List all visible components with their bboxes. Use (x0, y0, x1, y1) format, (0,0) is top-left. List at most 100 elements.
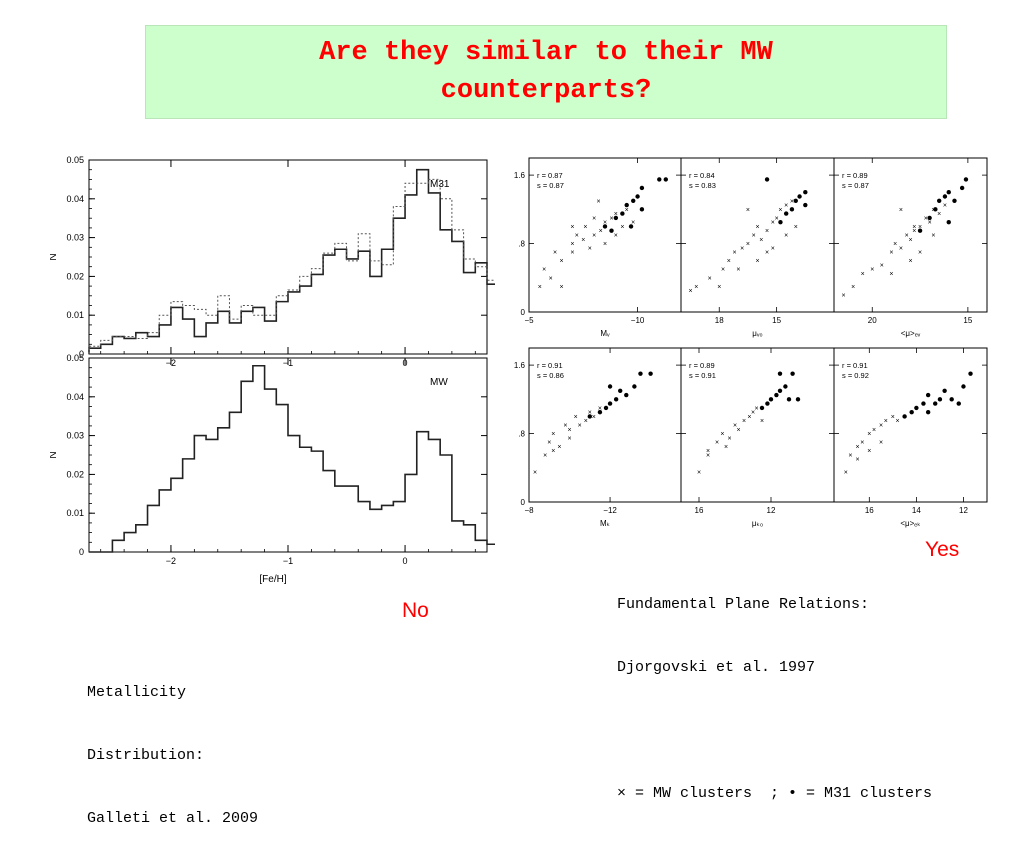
x-axis-label: <μ>ₑᵥ (901, 329, 921, 338)
y-tick-label: .8 (518, 240, 525, 249)
slope-label: s = 0.87 (842, 181, 869, 190)
mw-cluster-point: × (752, 233, 756, 240)
m31-cluster-point (786, 397, 792, 402)
y-axis-label: N (50, 451, 59, 458)
mw-cluster-point: × (861, 271, 865, 278)
mw-cluster-point: × (746, 241, 750, 248)
mw-cluster-point: × (755, 405, 759, 412)
y-tick-label: 0.04 (66, 194, 84, 204)
mw-cluster-point: × (721, 267, 725, 274)
m31-cluster-point (624, 202, 629, 208)
mw-cluster-point: × (937, 211, 941, 218)
m31-cluster-point (961, 384, 966, 389)
mw-cluster-point: × (697, 470, 701, 477)
m31-cluster-point (790, 371, 795, 376)
m31-cluster-point (628, 224, 634, 229)
mw-cluster-point: × (855, 444, 859, 451)
r-value-label: r = 0.87 (537, 171, 563, 180)
mw-cluster-point: × (599, 228, 603, 235)
histogram-series-solid (88, 168, 495, 354)
m31-cluster-point (602, 224, 608, 229)
histogram-panel-m31: 00.010.020.030.040.05−2−10NM31 (50, 155, 495, 368)
m31-cluster-point (607, 384, 613, 389)
m31-cluster-point (759, 405, 765, 411)
m31-cluster-point (639, 185, 645, 191)
panel-label: MW (430, 377, 448, 388)
mw-cluster-point: × (603, 241, 607, 248)
x-axis-label: μᵥ₀ (752, 329, 763, 338)
m31-cluster-point (803, 190, 808, 195)
mw-cluster-point: × (706, 448, 710, 455)
plot-frame (833, 157, 988, 313)
m31-cluster-point (613, 215, 619, 221)
m31-cluster-point (778, 219, 783, 225)
mw-cluster-point: × (896, 418, 900, 425)
mw-cluster-point: × (765, 250, 769, 257)
r-value-label: r = 0.84 (689, 171, 715, 180)
mw-cluster-point: × (771, 220, 775, 227)
mw-cluster-point: × (740, 245, 744, 252)
m31-cluster-point (797, 194, 802, 199)
mw-cluster-point: × (851, 284, 855, 291)
mw-cluster-point: × (860, 440, 864, 447)
mw-cluster-point: × (784, 233, 788, 240)
mw-cluster-point: × (790, 198, 794, 205)
mw-cluster-point: × (778, 207, 782, 214)
x-tick-label: 20 (868, 316, 877, 325)
m31-cluster-point (795, 397, 801, 402)
mw-cluster-point: × (598, 405, 602, 412)
mw-cluster-point: × (584, 418, 588, 425)
mw-cluster-point: × (609, 215, 613, 222)
mw-cluster-point: × (592, 233, 596, 240)
m31-cluster-point (909, 409, 914, 415)
mw-cluster-point: × (759, 237, 763, 244)
mw-cluster-point: × (908, 258, 912, 265)
m31-cluster-point (624, 392, 629, 398)
m31-cluster-point (968, 371, 973, 376)
mw-cluster-point: × (855, 457, 859, 464)
mw-cluster-point: × (924, 215, 928, 222)
m31-cluster-point (783, 384, 788, 389)
m31-cluster-point (613, 397, 619, 402)
mw-cluster-point: × (583, 224, 587, 231)
mw-cluster-point: × (867, 431, 871, 438)
m31-cluster-point (768, 397, 774, 402)
m31-cluster-point (597, 409, 603, 415)
y-tick-label: 0.04 (66, 392, 84, 402)
mw-cluster-point: × (560, 284, 564, 291)
x-tick-label: 12 (767, 506, 776, 515)
title-box: Are they similar to their MW counterpart… (145, 25, 947, 119)
mw-cluster-point: × (575, 233, 579, 240)
mw-cluster-point: × (625, 207, 629, 214)
right-caption: Fundamental Plane Relations: Djorgovski … (617, 552, 932, 825)
m31-cluster-point (956, 401, 961, 406)
x-tick-label: 15 (772, 316, 781, 325)
scatter-panel-3: 20 15<μ>ₑᵥr = 0.89s = 0.87×××××××××××××××… (833, 157, 988, 338)
left-caption: Metallicity Distribution: Galleti et al.… (87, 640, 258, 850)
m31-cluster-point (933, 207, 938, 212)
m31-cluster-point (917, 228, 923, 233)
m31-cluster-point (937, 397, 943, 402)
slide-title: Are they similar to their MW counterpart… (319, 38, 773, 106)
x-tick-label: −12 (603, 506, 617, 515)
slope-label: s = 0.86 (537, 371, 564, 380)
m31-cluster-point (946, 190, 951, 195)
mw-cluster-point: × (631, 220, 635, 227)
plot-frame (88, 159, 488, 355)
y-tick-label: .8 (518, 430, 525, 439)
x-axis-label: Mₖ (600, 519, 610, 528)
mw-cluster-point: × (912, 228, 916, 235)
x-tick-label: 14 (912, 506, 921, 515)
m31-cluster-point (603, 405, 609, 411)
mw-cluster-point: × (728, 435, 732, 442)
m31-cluster-point (936, 198, 942, 203)
mw-cluster-point: × (775, 215, 779, 222)
mw-cluster-point: × (596, 198, 600, 205)
mw-cluster-point: × (724, 444, 728, 451)
mw-cluster-point: × (706, 452, 710, 459)
mw-cluster-point: × (918, 224, 922, 231)
mw-cluster-point: × (547, 440, 551, 447)
